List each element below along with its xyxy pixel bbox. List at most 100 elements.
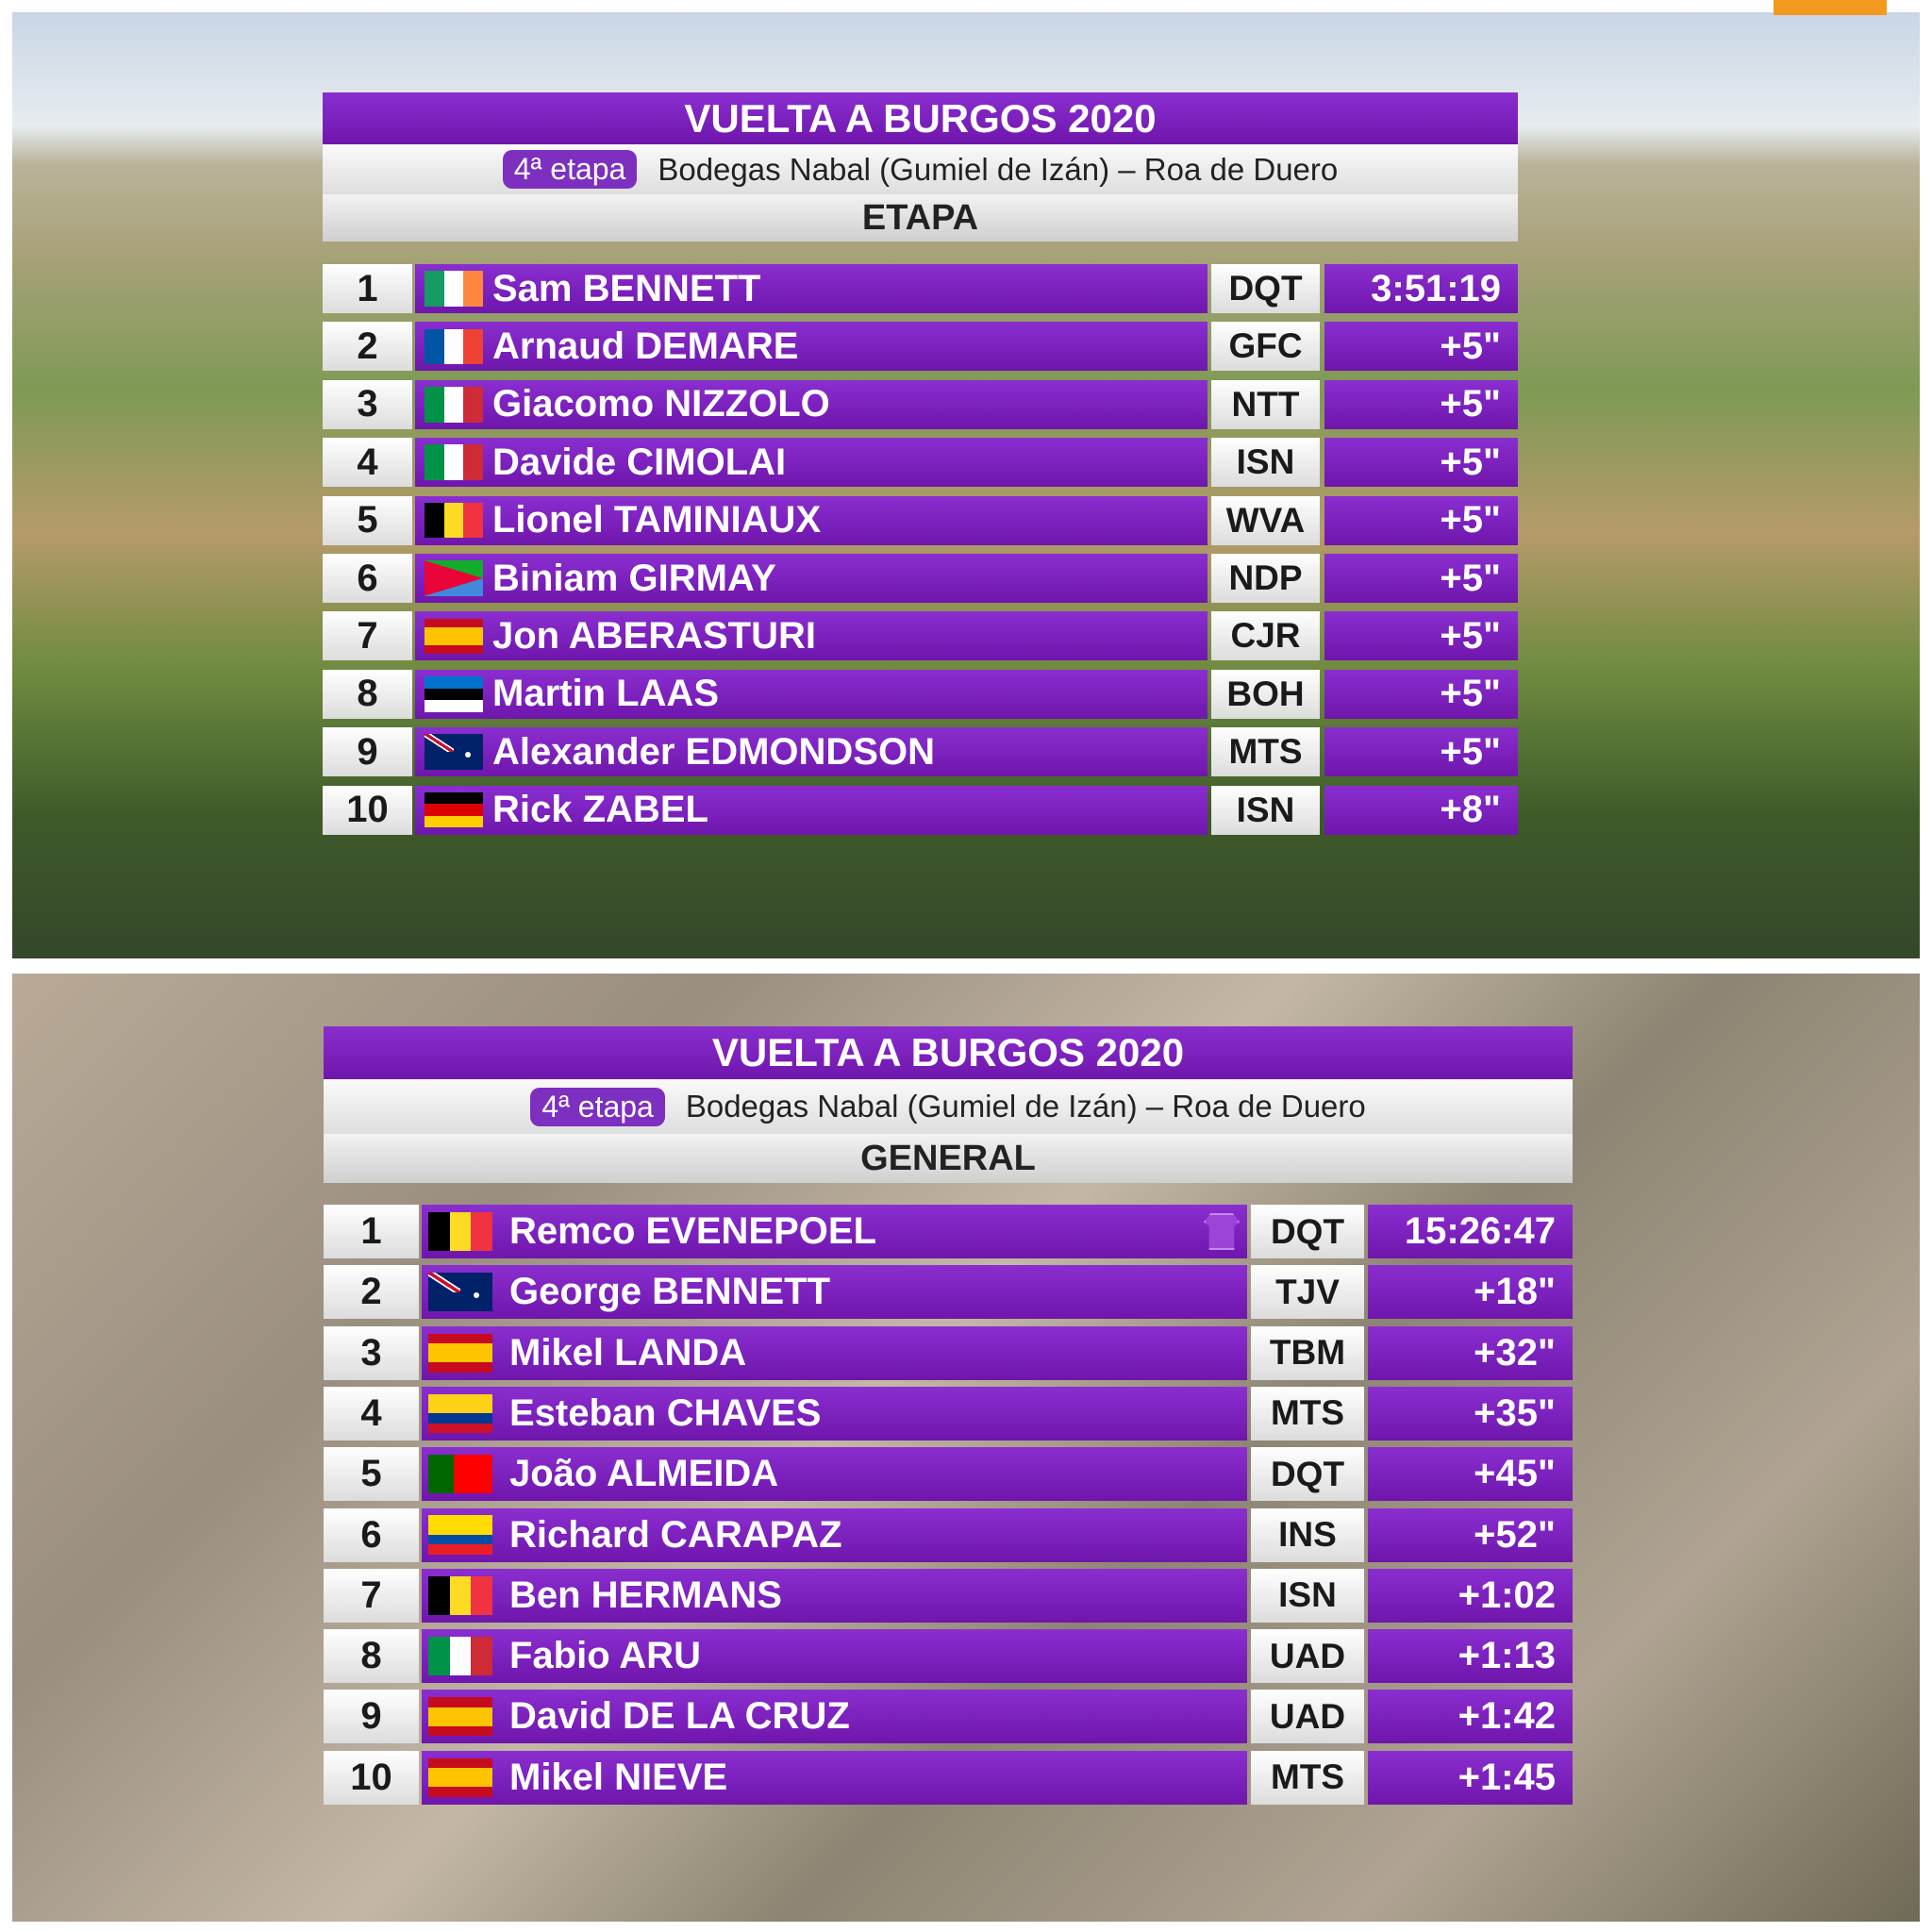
standing-row: 8 Fabio ARU UAD +1:13 (0, 1629, 1932, 1684)
flag-stripe (443, 387, 464, 423)
flag (428, 1575, 492, 1615)
rank: 5 (324, 1447, 419, 1502)
team: WVA (1211, 495, 1320, 545)
time: +45" (1368, 1447, 1573, 1502)
flag-holder (428, 1393, 492, 1433)
standing-row: 7 Ben HERMANS ISN +1:02 (0, 1568, 1932, 1623)
rank: 4 (324, 1386, 419, 1441)
rank: 10 (323, 785, 412, 835)
flag-holder (428, 1697, 492, 1737)
name-bg (415, 727, 1208, 777)
stage-badge: 4ª etapa (530, 1087, 665, 1126)
flag-stripe (428, 1342, 492, 1354)
standing-row: 10 Rick ZABEL ISN +8" (0, 785, 1932, 835)
standing-row: 7 Jon ABERASTURI CJR +5" (0, 611, 1932, 661)
flag-triangle (425, 560, 483, 596)
flag-stripe (471, 1575, 492, 1615)
team: DQT (1211, 264, 1320, 313)
time: +5" (1324, 322, 1518, 372)
standing-row: 1 Remco EVENEPOEL DQT 15:26:47 (0, 1205, 1932, 1258)
rank: 7 (324, 1568, 419, 1623)
rider-name: Esteban CHAVES (509, 1391, 822, 1434)
flag-stripe (428, 1707, 492, 1717)
subtitle-bar: 4ª etapa Bodegas Nabal (Gumiel de Izán) –… (324, 1079, 1573, 1134)
flag-stripe (428, 1211, 450, 1251)
time: 15:26:47 (1368, 1205, 1573, 1258)
stage-badge: 4ª etapa (502, 150, 638, 189)
flag-holder (428, 1757, 492, 1797)
team: NDP (1211, 554, 1320, 603)
team: ISN (1211, 438, 1320, 488)
section-bar: GENERAL (324, 1134, 1573, 1183)
rider-name: Remco EVENEPOEL (509, 1210, 877, 1252)
flag-holder (428, 1515, 492, 1555)
rank: 3 (323, 379, 412, 429)
flag-stripe (463, 328, 483, 365)
team: MTS (1251, 1386, 1364, 1441)
flag (428, 1273, 492, 1312)
route: Bodegas Nabal (Gumiel de Izán) – Roa de … (685, 1089, 1366, 1124)
time: +5" (1324, 554, 1518, 603)
standing-row: 4 Esteban CHAVES MTS +35" (0, 1386, 1932, 1441)
name-bg (415, 264, 1208, 313)
section-bar: ETAPA (323, 194, 1518, 242)
flag-stripe (443, 502, 464, 539)
flag (428, 1455, 492, 1494)
flag-stripe (428, 1333, 492, 1343)
flag (425, 734, 483, 770)
rank: 1 (324, 1205, 419, 1258)
flag-stripe (428, 1423, 492, 1433)
flag-stripe (443, 271, 464, 307)
flag-stripe (425, 644, 483, 655)
flag (425, 618, 483, 655)
flag (428, 1757, 492, 1797)
time: +1:45 (1368, 1750, 1573, 1805)
rank: 9 (323, 727, 412, 777)
standing-row: 8 Martin LAAS BOH +5" (0, 669, 1932, 719)
standing-row: 1 Sam BENNETT DQT 3:51:19 (0, 264, 1932, 313)
rank: 6 (324, 1507, 419, 1562)
flag-stripe (471, 1637, 492, 1676)
flag-stripe (428, 1413, 492, 1424)
flag-stripe (441, 1455, 455, 1494)
rank: 6 (323, 554, 412, 603)
name-bg (422, 1568, 1247, 1623)
standing-row: 2 Arnaud DEMARE GFC +5" (0, 322, 1932, 372)
flag-stripe (425, 271, 444, 307)
flag-stripe (425, 627, 483, 637)
time: +5" (1324, 379, 1518, 429)
flag-stripe (463, 444, 483, 480)
flag-stripe (425, 618, 483, 628)
flag (428, 1697, 492, 1737)
flag-stripe (425, 791, 483, 805)
flag-stripe (428, 1544, 492, 1555)
rank: 3 (324, 1325, 419, 1380)
flag (425, 328, 483, 365)
flag-stripe (428, 1637, 450, 1676)
flag-holder (425, 618, 483, 655)
flag-stripe (463, 387, 483, 423)
flag-stripe (443, 444, 464, 480)
team: MTS (1211, 727, 1320, 777)
flag-stripe (428, 1393, 492, 1405)
flag-holder (425, 387, 483, 423)
rider-name: Mikel LANDA (509, 1331, 747, 1374)
name-bg (415, 554, 1208, 603)
rank: 9 (324, 1690, 419, 1744)
flag (428, 1393, 492, 1433)
flag-stripe (479, 1455, 492, 1494)
flag (425, 676, 483, 712)
name-bg (422, 1386, 1247, 1441)
team: CJR (1211, 611, 1320, 661)
standing-row: 9 David DE LA CRUZ UAD +1:42 (0, 1690, 1932, 1744)
rank: 1 (323, 264, 412, 313)
rank: 10 (324, 1750, 419, 1805)
team: ISN (1211, 785, 1320, 835)
flag-stripe (425, 328, 444, 365)
flag-stripe (428, 1455, 441, 1494)
rider-name: Davide CIMOLAI (492, 441, 787, 483)
rank: 5 (323, 495, 412, 545)
name-bg (415, 322, 1208, 372)
flag-star (465, 752, 472, 758)
flag-stripe (471, 1211, 492, 1251)
